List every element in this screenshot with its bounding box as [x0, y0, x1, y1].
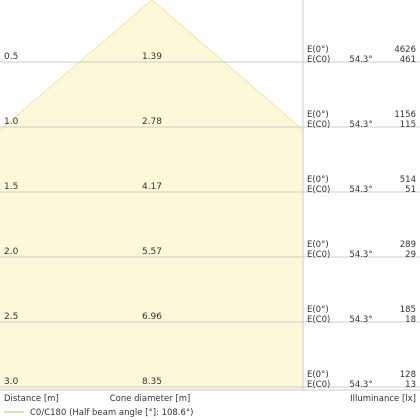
- cone-diameter-label: 8.35: [142, 377, 162, 387]
- beam-angle-label: 54.3°: [349, 250, 372, 260]
- x-axis-label: Cone diameter [m]: [110, 394, 191, 404]
- cone-edge-right: [151, 0, 304, 131]
- cone-diameter-label: 1.39: [142, 52, 162, 62]
- ec0-value: 115: [400, 120, 416, 130]
- distance-label: 1.0: [4, 117, 19, 127]
- beam-angle-label: 54.3°: [349, 185, 372, 195]
- e0-value: 1156: [394, 110, 416, 120]
- beam-angle-label: 54.3°: [349, 315, 372, 325]
- beam-angle-label: 54.3°: [349, 380, 372, 390]
- axis-labels: Distance [m] Cone diameter [m] Illuminan…: [4, 394, 416, 404]
- ec0-value: 18: [405, 315, 416, 325]
- cone-edge-left: [0, 0, 153, 131]
- ec0-label: E(C0): [307, 380, 330, 390]
- grid-lines: [0, 0, 420, 391]
- beam-angle-label: 54.3°: [349, 55, 372, 65]
- distance-label: 1.5: [4, 182, 18, 192]
- e0-label: E(0°): [307, 305, 329, 315]
- ec0-label: E(C0): [307, 120, 330, 130]
- illuminance-axis-label: Illuminance [lx]: [350, 394, 416, 404]
- y-axis-label: Distance [m]: [4, 394, 59, 404]
- legend-label: C0/C180 (Half beam angle [°]: 108.6°): [30, 408, 194, 418]
- e0-value: 128: [400, 370, 416, 380]
- distance-label: 2.0: [4, 247, 19, 257]
- e0-label: E(0°): [307, 45, 329, 55]
- distance-label: 3.0: [4, 377, 19, 387]
- beam-angle-label: 54.3°: [349, 120, 372, 130]
- e0-value: 289: [400, 240, 416, 250]
- e0-label: E(0°): [307, 370, 329, 380]
- legend: C0/C180 (Half beam angle [°]: 108.6°): [4, 408, 194, 418]
- cone-diameter-label: 5.57: [142, 247, 162, 257]
- ec0-label: E(C0): [307, 55, 330, 65]
- ec0-label: E(C0): [307, 185, 330, 195]
- e0-value: 4626: [394, 45, 416, 55]
- cone-area: [0, 0, 304, 390]
- ec0-label: E(C0): [307, 315, 330, 325]
- distance-label: 2.5: [4, 312, 18, 322]
- e0-label: E(0°): [307, 110, 329, 120]
- cone-diameter-label: 6.96: [142, 312, 162, 322]
- ec0-value: 13: [405, 380, 416, 390]
- e0-label: E(0°): [307, 240, 329, 250]
- cone-diameter-label: 4.17: [142, 182, 162, 192]
- e0-value: 514: [400, 175, 416, 185]
- e0-label: E(0°): [307, 175, 329, 185]
- ec0-value: 51: [405, 185, 416, 195]
- ec0-value: 29: [405, 250, 416, 260]
- ec0-label: E(C0): [307, 250, 330, 260]
- cone-fill: [0, 0, 303, 390]
- ec0-value: 461: [400, 55, 416, 65]
- e0-value: 185: [400, 305, 416, 315]
- distance-label: 0.5: [4, 52, 18, 62]
- cone-diameter-label: 2.78: [142, 117, 162, 127]
